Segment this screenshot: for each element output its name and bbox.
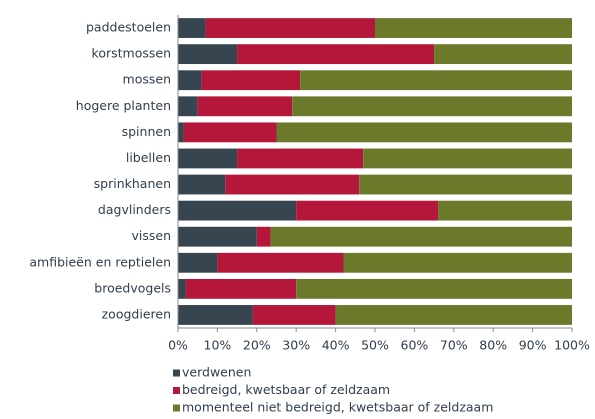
- bar-segment: [375, 18, 572, 38]
- bar-segment: [438, 200, 572, 221]
- x-tick-label: 30%: [282, 338, 310, 353]
- y-tick-label: korstmossen: [92, 46, 171, 61]
- y-tick-label: dagvlinders: [98, 202, 171, 217]
- y-tick-label: broedvogels: [94, 280, 171, 295]
- bar-segment: [197, 96, 293, 117]
- bar-segment: [270, 226, 572, 247]
- bar-segment: [300, 70, 572, 91]
- bar-segment: [178, 226, 257, 247]
- y-tick-label: vissen: [131, 228, 171, 243]
- bar-segment: [178, 174, 226, 195]
- bar-segment: [178, 305, 253, 325]
- bar-segment: [225, 174, 360, 195]
- x-tick-label: 10%: [204, 338, 232, 353]
- legend-label: bedreigd, kwetsbaar of zeldzaam: [182, 382, 390, 397]
- x-tick-label: 0%: [168, 338, 188, 353]
- bar-segment: [292, 96, 572, 117]
- bar-segment: [178, 18, 206, 38]
- x-tick-label: 100%: [554, 338, 590, 353]
- legend-swatch: [173, 404, 180, 412]
- x-tick-label: 80%: [479, 338, 507, 353]
- bar-segment: [201, 70, 301, 91]
- y-tick-label: sprinkhanen: [94, 176, 171, 191]
- bar-segment: [359, 174, 572, 195]
- bar-segment: [178, 96, 198, 117]
- x-tick-label: 90%: [519, 338, 547, 353]
- bar-segment: [217, 252, 344, 273]
- y-tick-label: mossen: [123, 72, 171, 87]
- x-tick-label: 40%: [322, 338, 350, 353]
- legend-swatch: [173, 369, 180, 377]
- y-tick-label: amfibieën en reptielen: [29, 254, 171, 269]
- bar-segment: [296, 278, 572, 299]
- bar-segment: [178, 148, 238, 169]
- bar-segment: [178, 200, 297, 221]
- bar-segment: [237, 44, 435, 65]
- x-tick-label: 70%: [440, 338, 468, 353]
- bar-segment: [335, 305, 572, 325]
- bar-segment: [252, 305, 336, 325]
- bar-segment: [185, 278, 297, 299]
- x-tick-label: 20%: [243, 338, 271, 353]
- bar-segment: [178, 44, 238, 65]
- bar-segment: [237, 148, 364, 169]
- bar-segment: [183, 122, 277, 143]
- bar-segment: [178, 278, 186, 299]
- bar-segment: [363, 148, 572, 169]
- y-tick-label: paddestoelen: [86, 20, 171, 35]
- y-tick-label: hogere planten: [76, 98, 171, 113]
- bar-segment: [178, 252, 218, 273]
- legend-label: verdwenen: [182, 365, 251, 380]
- y-tick-label: libellen: [126, 150, 171, 165]
- y-tick-label: zoogdieren: [102, 306, 171, 321]
- bar-segment: [296, 200, 439, 221]
- bar-segment: [434, 44, 572, 65]
- x-tick-label: 60%: [401, 338, 429, 353]
- bar-segment: [276, 122, 572, 143]
- bar-segment: [178, 122, 184, 143]
- y-tick-label: spinnen: [122, 124, 171, 139]
- bar-segment: [205, 18, 375, 38]
- bar-segment: [343, 252, 572, 273]
- legend-swatch: [173, 387, 180, 394]
- bar-segment: [178, 70, 202, 91]
- bar-segment: [256, 226, 271, 247]
- legend-label: momenteel niet bedreigd, kwetsbaar of ze…: [182, 400, 493, 415]
- x-tick-label: 50%: [361, 338, 389, 353]
